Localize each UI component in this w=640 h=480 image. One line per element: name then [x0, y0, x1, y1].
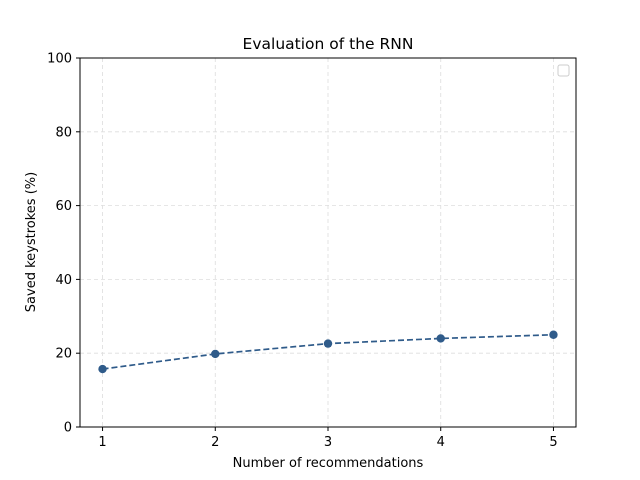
y-tick-label: 60 [55, 199, 72, 214]
data-point [98, 364, 107, 374]
data-point [436, 334, 445, 343]
grid [80, 57, 576, 428]
x-axis-ticks: 1 2 3 4 5 [98, 427, 558, 450]
x-tick-label: 2 [211, 435, 219, 450]
data-point [323, 339, 333, 348]
data-point [211, 349, 220, 359]
y-tick-label: 0 [64, 421, 72, 436]
series-layer [98, 330, 558, 374]
x-tick-label: 1 [98, 435, 106, 450]
legend-box [557, 64, 570, 77]
y-tick-label: 80 [55, 125, 72, 140]
y-tick-label: 100 [47, 52, 72, 67]
x-tick-label: 3 [324, 435, 332, 450]
x-tick-label: 4 [437, 435, 445, 450]
y-tick-label: 40 [55, 273, 72, 288]
x-tick-label: 5 [549, 435, 557, 450]
y-axis-label: Saved keystrokes (%) [24, 172, 39, 312]
data-point [549, 330, 558, 339]
x-axis-label: Number of recommendations [233, 456, 424, 471]
y-axis-ticks: 0 20 40 60 80 100 [47, 52, 80, 436]
chart-title: Evaluation of the RNN [243, 35, 414, 53]
y-tick-label: 20 [55, 347, 72, 362]
